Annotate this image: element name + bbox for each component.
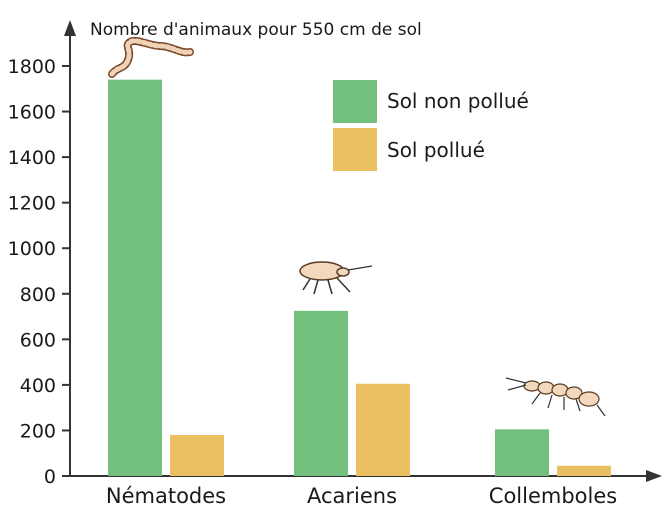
y-tick-label: 400: [20, 375, 56, 397]
category-label: Acariens: [307, 484, 397, 508]
y-tick-label: 1000: [8, 238, 56, 260]
y-tick-label: 200: [20, 420, 56, 442]
legend: Sol non pollué Sol pollué: [333, 80, 529, 171]
bar-non-pollue-2: [495, 429, 549, 476]
bar-pollue-1: [356, 383, 410, 476]
legend-label-pollue: Sol pollué: [387, 138, 485, 162]
bars: [108, 79, 611, 477]
y-tick-label: 600: [20, 329, 56, 351]
mite-icon: [299, 261, 373, 295]
y-tick-label: 0: [44, 466, 56, 488]
worm-icon: [108, 36, 194, 78]
y-tick-label: 1800: [8, 56, 56, 78]
legend-label-non-pollue: Sol non pollué: [387, 89, 529, 113]
springtail-icon: [505, 377, 606, 417]
y-tick-label: 1400: [8, 147, 56, 169]
y-tick-label: 1600: [8, 102, 56, 124]
x-axis-arrow: [646, 470, 662, 482]
bar-pollue-2: [557, 465, 611, 476]
bar-pollue-0: [170, 435, 224, 476]
bar-non-pollue-1: [294, 310, 348, 476]
category-label: Nématodes: [106, 484, 226, 508]
legend-swatch-non-pollue: [333, 80, 377, 123]
y-tick-label: 800: [20, 284, 56, 306]
y-tick-label: 1200: [8, 193, 56, 215]
y-axis-arrow: [64, 20, 76, 36]
bar-non-pollue-0: [108, 79, 162, 477]
y-ticks: 0 200 400 600 800 1000 1200 1400 1600 1800: [8, 56, 70, 488]
category-label: Collemboles: [489, 484, 617, 508]
y-axis-title: Nombre d'animaux pour 550 cm de sol: [90, 20, 422, 40]
legend-swatch-pollue: [333, 128, 377, 171]
category-labels: Nématodes Acariens Collemboles: [106, 484, 617, 508]
